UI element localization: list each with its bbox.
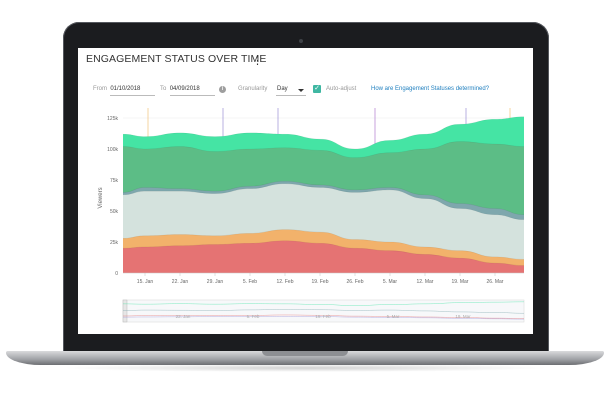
navigator-tick-label: 22. Jan (176, 314, 191, 319)
range-navigator[interactable]: 22. Jan 5. Feb 19. Feb 5. Mar 19. Mar (122, 299, 525, 323)
y-axis-label: Viewers (98, 187, 104, 208)
granularity-label: Granularity (238, 86, 268, 92)
x-tick-label: 26. Mar (487, 279, 504, 285)
page-title: ENGAGEMENT STATUS OVER TIME (86, 53, 267, 65)
navigator-tick-label: 19. Feb (315, 314, 331, 319)
navigator-tick-label: 19. Mar (455, 314, 471, 319)
y-tick-label: 100k (107, 147, 118, 153)
auto-adjust-label: Auto-adjust (326, 86, 357, 92)
help-link[interactable]: How are Engagement Statuses determined? (371, 86, 490, 92)
area-series-edge-0 (122, 240, 525, 266)
y-axis: 0 25k 50k 75k 100k 125k (107, 116, 118, 277)
x-tick-label: 5. Feb (243, 279, 257, 285)
area-series-edge-3 (122, 180, 525, 216)
camera-icon (299, 39, 303, 43)
from-value[interactable]: 01/10/2018 (110, 86, 141, 92)
y-tick-label: 50k (110, 209, 119, 215)
dashboard-screen: ENGAGEMENT STATUS OVER TIME ⋮ From 01/10… (78, 48, 533, 334)
to-value[interactable]: 04/09/2018 (169, 86, 200, 92)
area-series-edge-4 (122, 141, 525, 158)
x-tick-label: 29. Jan (207, 279, 224, 285)
x-tick-label: 15. Jan (137, 279, 154, 285)
navigator-series-line (122, 309, 525, 314)
laptop-base (6, 351, 604, 365)
kebab-menu-icon[interactable]: ⋮ (252, 55, 263, 67)
granularity-select[interactable]: Day (277, 86, 288, 92)
to-date-field[interactable]: To 04/09/2018 (160, 86, 200, 92)
y-tick-label: 125k (107, 116, 118, 122)
x-tick-label: 26. Feb (347, 279, 364, 285)
from-label: From (93, 86, 107, 92)
laptop-shadow (60, 364, 550, 372)
x-tick-label: 12. Mar (417, 279, 434, 285)
navigator-left-handle (122, 299, 128, 323)
y-tick-label: 0 (115, 271, 118, 277)
laptop-notch (262, 351, 348, 356)
x-tick-label: 22. Jan (172, 279, 189, 285)
to-label: To (160, 86, 167, 92)
navigator-series-line (122, 301, 525, 306)
x-tick-label: 5. Mar (383, 279, 398, 285)
from-underline (110, 95, 155, 96)
navigator-series-line (122, 314, 525, 319)
area-series-0 (123, 240, 524, 273)
y-tick-label: 25k (110, 240, 119, 246)
navigator-tick-label: 5. Feb (247, 314, 260, 319)
auto-adjust-checkbox[interactable]: ✓ (313, 85, 321, 93)
x-tick-label: 19. Mar (452, 279, 469, 285)
area-series-edge-2 (122, 183, 525, 220)
granularity-value[interactable]: Day (277, 86, 288, 92)
area-series-edge-5 (122, 116, 525, 150)
x-tick-label: 12. Feb (277, 279, 294, 285)
chevron-down-icon[interactable] (298, 89, 304, 92)
to-underline (170, 95, 215, 96)
granularity-underline (276, 95, 306, 96)
from-date-field[interactable]: From 01/10/2018 (93, 86, 140, 92)
x-axis: 15. Jan 22. Jan 29. Jan 5. Feb 12. Feb 19. Fe… (123, 272, 524, 285)
info-icon[interactable]: i (219, 86, 226, 93)
navigator-series-line (122, 316, 525, 320)
y-tick-label: 75k (110, 178, 119, 184)
chart-svg[interactable]: 0 25k 50k 75k 100k 125k 15. Jan 22. Jan 29. Jan… (78, 48, 533, 334)
chart-areas (122, 116, 525, 273)
x-tick-label: 19. Feb (312, 279, 329, 285)
navigator-tick-label: 5. Mar (387, 314, 400, 319)
area-series-edge-1 (122, 229, 525, 260)
